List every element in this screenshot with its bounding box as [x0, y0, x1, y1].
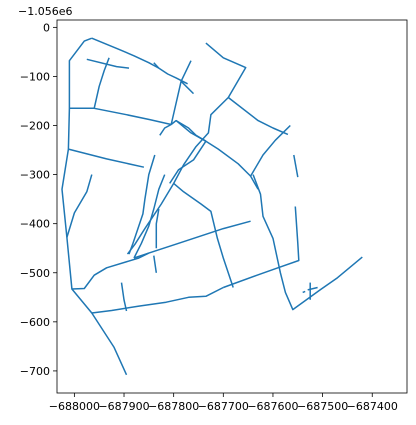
axes-frame: [56, 19, 408, 394]
road-segment-27: [153, 255, 158, 273]
road-segment-21: [133, 174, 166, 259]
y-tick-label-6: −500: [20, 267, 50, 280]
y-offset-label: −1.056e6: [18, 5, 72, 18]
road-segment-31: [307, 286, 318, 291]
road-segment-24: [71, 252, 150, 290]
road-segment-26: [155, 208, 160, 249]
road-lines: [61, 37, 363, 376]
road-segment-4: [68, 148, 145, 168]
x-tick-label-7: −687400: [347, 400, 398, 413]
y-tick-label-2: −100: [20, 70, 50, 83]
y-tick-label-5: −400: [20, 218, 50, 231]
road-segment-29: [133, 220, 251, 259]
road-segment-3: [69, 107, 172, 126]
road-segment-14: [249, 124, 291, 190]
road-segment-13: [227, 96, 289, 136]
road-segment-5: [86, 58, 130, 69]
road-segment-1: [61, 37, 128, 376]
road-segment-2: [91, 37, 188, 85]
road-segment-9: [175, 120, 252, 177]
road-segment-32: [302, 290, 306, 294]
road-segment-12: [126, 42, 247, 255]
x-axis: −688000−687900−687800−687700−687600−6875…: [49, 393, 398, 413]
road-segment-17: [159, 123, 172, 136]
road-segment-16: [173, 182, 234, 288]
y-tick-label-4: −300: [20, 169, 50, 182]
x-tick-label-2: −687900: [98, 400, 149, 413]
road-segment-22: [128, 154, 156, 255]
road-segment-10: [180, 80, 195, 95]
y-tick-label-7: −600: [20, 316, 50, 329]
x-tick-label-5: −687600: [247, 400, 298, 413]
y-tick-label-3: −200: [20, 120, 50, 133]
road-segment-28: [91, 286, 224, 314]
road-segment-20: [223, 206, 300, 289]
y-tick-label-1: 0: [43, 21, 50, 34]
y-tick-label-8: −700: [20, 365, 50, 378]
x-tick-label-4: −687700: [198, 400, 249, 413]
road-segment-18: [252, 174, 363, 311]
road-segment-11: [153, 62, 160, 69]
x-tick-label-1: −688000: [49, 400, 100, 413]
road-segment-15: [169, 140, 207, 184]
x-tick-label-6: −687500: [297, 400, 348, 413]
road-segment-19: [293, 154, 299, 178]
road-segment-25: [120, 282, 128, 312]
x-tick-label-3: −687800: [148, 400, 199, 413]
road-segment-6: [93, 57, 110, 109]
y-axis: 0 −100 −200 −300 −400 −500 −600 −700: [20, 21, 57, 378]
road-segment-23: [66, 174, 93, 238]
road-segment-7: [170, 60, 192, 125]
